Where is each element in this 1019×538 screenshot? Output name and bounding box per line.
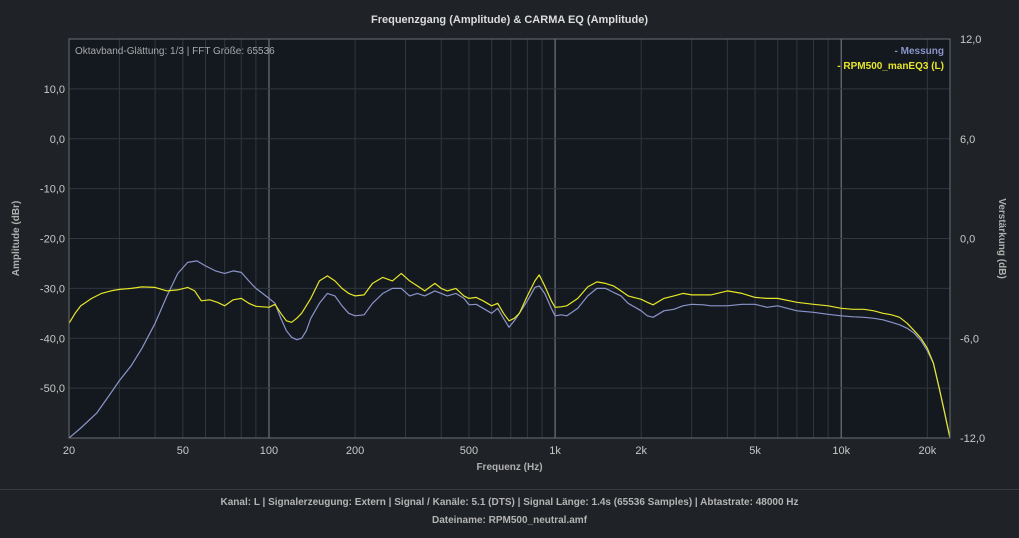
chart-title: Frequenzgang (Amplitude) & CARMA EQ (Amp… bbox=[370, 14, 649, 26]
plot-frame bbox=[68, 38, 951, 439]
signal-info: Kanal: L | Signalerzeugung: Extern | Sig… bbox=[220, 497, 799, 508]
x-tick-label: 100 bbox=[260, 445, 278, 457]
y2-tick-label: 0,0 bbox=[960, 234, 975, 246]
legend-entry: - RPM500_manEQ3 (L) bbox=[837, 61, 944, 72]
file-name: Dateiname: RPM500_neutral.amf bbox=[431, 515, 588, 526]
y-tick-label: 10,0 bbox=[44, 84, 65, 96]
y2-tick-label: 12,0 bbox=[960, 34, 981, 46]
x-tick-label: 2k bbox=[635, 445, 647, 457]
x-tick-label: 5k bbox=[749, 445, 761, 457]
x-tick-label: 200 bbox=[346, 445, 364, 457]
y-tick-label: -30,0 bbox=[40, 283, 65, 295]
y-tick-label: 0,0 bbox=[50, 134, 65, 146]
y-tick-label: -50,0 bbox=[40, 383, 65, 395]
y2-tick-label: -6,0 bbox=[960, 333, 979, 345]
y2-axis-title: Verstärkung (dB) bbox=[996, 198, 1007, 279]
y2-tick-label: -12,0 bbox=[960, 433, 985, 445]
footer-divider bbox=[0, 489, 1019, 490]
series-line-eq bbox=[69, 272, 950, 438]
x-axis-title: Frequenz (Hz) bbox=[476, 462, 542, 473]
axis-ticks: 20 50 100 200 500 1k 2k 5k 10k 20k 10,0 0,0 -10,0 -20… bbox=[40, 34, 985, 457]
smoothing-info: Oktavband-Glättung: 1/3 | FFT Größe: 655… bbox=[75, 46, 275, 57]
x-tick-label: 500 bbox=[460, 445, 478, 457]
y-tick-label: -40,0 bbox=[40, 333, 65, 345]
frequency-response-chart: 20 50 100 200 500 1k 2k 5k 10k 20k 10,0 0,0 -10,0 -20… bbox=[11, 34, 1007, 473]
x-tick-label: 20 bbox=[63, 445, 75, 457]
legend-entry: - Messung bbox=[895, 46, 944, 57]
y-axis-title: Amplitude (dBr) bbox=[11, 201, 22, 277]
series-line-messung bbox=[69, 260, 950, 438]
x-tick-label: 20k bbox=[918, 445, 936, 457]
y2-tick-label: 6,0 bbox=[960, 134, 975, 146]
legend: - Messung - RPM500_manEQ3 (L) bbox=[837, 46, 944, 72]
y-tick-label: -20,0 bbox=[40, 234, 65, 246]
series-layer bbox=[69, 260, 950, 438]
x-tick-label: 50 bbox=[177, 445, 189, 457]
y-tick-label: -10,0 bbox=[40, 184, 65, 196]
x-tick-label: 1k bbox=[549, 445, 561, 457]
x-tick-label: 10k bbox=[832, 445, 850, 457]
